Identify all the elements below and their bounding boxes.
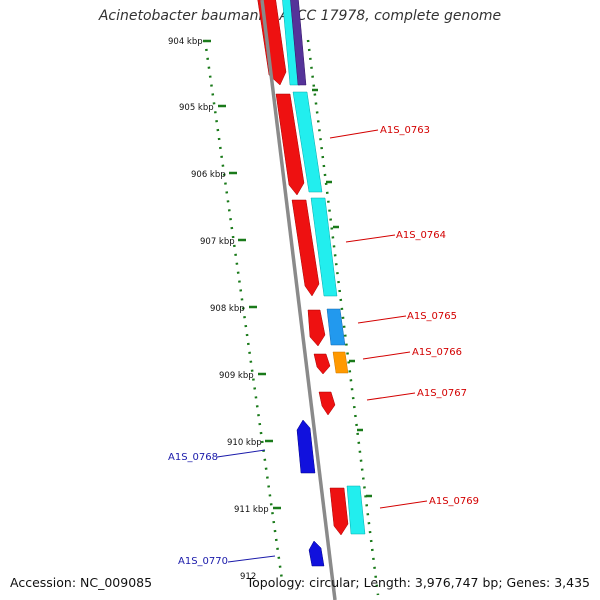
tick-label-906: 906 kbp <box>191 170 226 180</box>
gc-skew-right-track <box>306 39 380 596</box>
gc-content-dashes <box>312 88 372 498</box>
tick-label-912: 912 <box>240 572 256 582</box>
tick-label-908: 908 kbp <box>210 304 245 314</box>
topology-summary: Topology: circular; Length: 3,976,747 bp… <box>246 575 590 590</box>
gc-skew-left-track <box>203 39 284 581</box>
tick-label-910: 910 kbp <box>227 438 262 448</box>
tick-label-905: 905 kbp <box>179 103 214 113</box>
gene-arrow-a1s-0770[interactable] <box>308 540 325 567</box>
tick-label-911: 911 kbp <box>234 505 269 515</box>
label-leader-lines-blue <box>216 449 276 563</box>
gene-label-a1s-0765[interactable]: A1S_0765 <box>407 311 457 322</box>
genome-backbone <box>260 0 337 600</box>
cds-bar-orange[interactable] <box>332 351 349 374</box>
gene-label-a1s-0766[interactable]: A1S_0766 <box>412 347 462 358</box>
tick-label-907: 907 kbp <box>200 237 235 247</box>
gene-arrow-a1s-0764[interactable] <box>291 199 320 297</box>
gene-arrow-a1s-0767[interactable] <box>318 391 336 416</box>
cds-bar-blue[interactable] <box>326 308 346 346</box>
tick-label-904: 904 kbp <box>168 37 203 47</box>
accession-label: Accession: NC_009085 <box>10 575 153 590</box>
gene-label-a1s-0768[interactable]: A1S_0768 <box>168 452 218 463</box>
gene-arrow-a1s-0766[interactable] <box>313 353 331 375</box>
cds-bar-cyan[interactable] <box>292 91 323 193</box>
scale-ticks <box>203 39 281 510</box>
cds-bar-purple[interactable] <box>290 0 307 86</box>
gene-label-a1s-0767[interactable]: A1S_0767 <box>417 388 467 399</box>
gene-arrow-a1s-0768[interactable] <box>296 419 316 474</box>
tick-label-909: 909 kbp <box>219 371 254 381</box>
gene-arrow-a1s-0765[interactable] <box>307 309 326 347</box>
cds-bar-cyan[interactable] <box>310 197 338 297</box>
gene-arrow-a1s-0769[interactable] <box>329 487 349 536</box>
cds-bar-cyan[interactable] <box>346 485 366 535</box>
gene-label-a1s-0769[interactable]: A1S_0769 <box>429 496 479 507</box>
gene-label-a1s-0770[interactable]: A1S_0770 <box>178 556 228 567</box>
gene-arrow-a1s-0763[interactable] <box>275 93 305 196</box>
label-leader-lines-red <box>329 129 428 509</box>
gene-label-a1s-0763[interactable]: A1S_0763 <box>380 125 430 136</box>
gene-label-a1s-0764[interactable]: A1S_0764 <box>396 230 446 241</box>
